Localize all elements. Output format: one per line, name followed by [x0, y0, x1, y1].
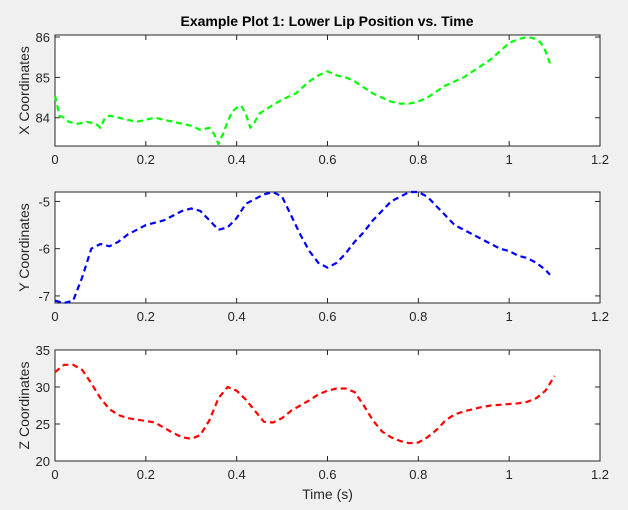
y-tick-label: -6: [38, 242, 50, 257]
x-tick-label: 0.6: [318, 467, 336, 482]
x-tick-label: 1: [506, 309, 513, 324]
y-tick-label: 86: [36, 30, 50, 45]
series-line: [54, 190, 551, 305]
x-tick-label: 0.8: [409, 152, 427, 167]
x-tick-label: 0.4: [228, 309, 246, 324]
y-axis-label: Y Coordinates: [16, 203, 32, 291]
y-axis-label: X Coordinates: [16, 46, 32, 135]
series-line: [54, 363, 556, 445]
subplot-y: 0 0.2 0.4 0.6 0.8 1 1.2 -5 -6 -7 Y Coordinates: [16, 190, 609, 324]
x-tick-label: 1: [506, 152, 513, 167]
subplot-z: 0 0.2 0.4 0.6 0.8 1 1.2 20 25 30 35 Z Coordinates Ti…: [16, 343, 609, 502]
series-line: [53, 35, 552, 146]
axes-box: [54, 191, 601, 304]
y-tick-label: -7: [38, 289, 50, 304]
x-tick-label: 0: [51, 152, 58, 167]
axes-box: [54, 34, 601, 147]
x-tick-label: 0.8: [409, 309, 427, 324]
x-tick-label: 0.6: [318, 152, 336, 167]
x-tick-label: 0.4: [228, 152, 246, 167]
x-tick-label: 0: [51, 309, 58, 324]
x-tick-label: 0.4: [228, 467, 246, 482]
y-tick-label: 85: [36, 70, 50, 85]
x-tick-label: 1.2: [591, 309, 609, 324]
x-tick-label: 0.6: [318, 309, 336, 324]
x-tick-label: 0.8: [409, 467, 427, 482]
x-tick-label: 0.2: [137, 467, 155, 482]
y-tick-label: 20: [36, 454, 50, 469]
y-tick-label: -5: [38, 194, 50, 209]
y-tick-label: 84: [36, 111, 50, 126]
y-axis-label: Z Coordinates: [16, 362, 32, 450]
axes-box: [54, 349, 601, 462]
x-axis-label: Time (s): [302, 486, 353, 502]
x-tick-label: 0.2: [137, 309, 155, 324]
y-tick-label: 35: [36, 343, 50, 358]
figure-title: Example Plot 1: Lower Lip Position vs. T…: [180, 13, 473, 29]
subplot-x: 0 0.2 0.4 0.6 0.8 1 1.2 84 85 86 X Coordinates: [16, 30, 609, 167]
x-tick-label: 1.2: [591, 152, 609, 167]
x-tick-label: 0.2: [137, 152, 155, 167]
y-tick-label: 25: [36, 417, 50, 432]
x-tick-label: 1: [506, 467, 513, 482]
x-tick-label: 0: [51, 467, 58, 482]
x-tick-label: 1.2: [591, 467, 609, 482]
y-tick-label: 30: [36, 380, 50, 395]
